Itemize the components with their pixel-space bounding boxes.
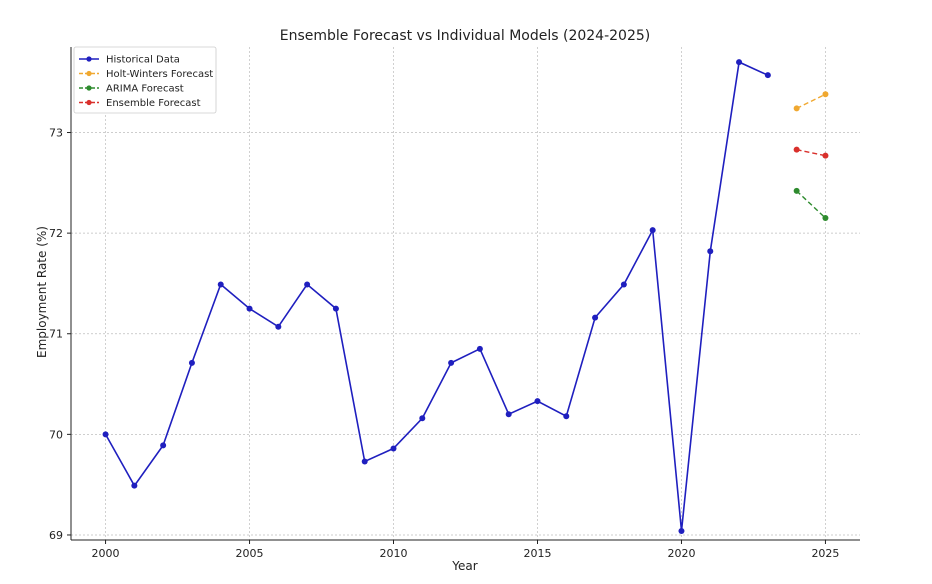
data-point xyxy=(563,413,570,420)
data-point xyxy=(592,314,599,321)
data-point xyxy=(678,527,685,534)
data-point xyxy=(707,248,714,255)
data-point xyxy=(620,281,627,288)
chart-title: Ensemble Forecast vs Individual Models (… xyxy=(280,28,650,44)
data-point xyxy=(649,227,656,234)
data-point xyxy=(764,72,771,79)
data-point xyxy=(217,281,224,288)
legend-box xyxy=(73,46,217,114)
series-arima-forecast xyxy=(793,187,829,222)
x-tick-label: 2000 xyxy=(92,547,120,560)
series-holt-winters-forecast xyxy=(793,91,829,112)
data-point xyxy=(822,215,829,222)
legend-marker xyxy=(86,56,92,62)
series-line-holt-winters-forecast xyxy=(796,93,826,110)
legend-marker xyxy=(86,99,92,106)
series-ensemble-forecast xyxy=(793,146,829,159)
legend-item-ensemble-forecast: Ensemble Forecast xyxy=(79,98,201,109)
x-tick-label: 2015 xyxy=(523,547,551,560)
y-tick-label: 69 xyxy=(49,529,63,542)
data-point xyxy=(390,445,397,452)
data-point xyxy=(419,415,426,422)
data-point xyxy=(332,305,339,312)
legend-label: Holt-Winters Forecast xyxy=(106,69,213,80)
data-point xyxy=(102,431,109,438)
data-point xyxy=(160,442,167,449)
data-point xyxy=(275,323,282,330)
data-point xyxy=(188,359,195,366)
series-group xyxy=(102,59,829,534)
y-tick-label: 70 xyxy=(49,428,63,441)
data-point xyxy=(534,398,541,405)
legend-marker xyxy=(86,85,92,91)
data-point xyxy=(505,411,512,418)
y-tick-label: 71 xyxy=(49,328,63,341)
y-tick-label: 73 xyxy=(49,127,63,140)
data-point xyxy=(793,105,800,112)
x-axis-label: Year xyxy=(451,559,477,573)
data-point xyxy=(448,359,455,366)
legend-item-historical-data: Historical Data xyxy=(79,55,180,66)
legend-item-arima-forecast: ARIMA Forecast xyxy=(79,84,184,95)
data-point xyxy=(793,187,800,194)
y-tick-label: 72 xyxy=(49,227,63,240)
axes: 2000 2005 2010 2015 2020 2025 69 70 71 72 73 xyxy=(49,47,860,560)
data-point xyxy=(304,281,311,288)
data-point xyxy=(246,305,253,312)
legend-item-holt-winters-forecast: Holt-Winters Forecast xyxy=(79,69,213,80)
legend-marker xyxy=(86,70,92,77)
x-tick-label: 2020 xyxy=(667,547,695,560)
series-line-historical-data xyxy=(104,60,769,531)
legend: Historical Data Holt-Winters Forecast ARIM… xyxy=(73,46,217,114)
series-line-arima-forecast xyxy=(796,190,826,219)
legend-label: ARIMA Forecast xyxy=(106,84,184,95)
data-point xyxy=(822,152,829,159)
legend-label: Ensemble Forecast xyxy=(106,98,201,109)
y-axis-label: Employment Rate (%) xyxy=(35,226,49,358)
legend-label: Historical Data xyxy=(106,55,180,66)
grid xyxy=(71,47,860,540)
x-tick-label: 2005 xyxy=(236,547,264,560)
x-tick-label: 2025 xyxy=(811,547,839,560)
data-point xyxy=(793,146,800,153)
data-point xyxy=(736,59,743,66)
data-point xyxy=(822,91,829,98)
data-point xyxy=(476,345,483,352)
series-historical-data xyxy=(102,59,771,534)
data-point xyxy=(361,458,368,465)
x-tick-label: 2010 xyxy=(380,547,408,560)
series-line-ensemble-forecast xyxy=(796,148,826,157)
data-point xyxy=(131,482,138,489)
